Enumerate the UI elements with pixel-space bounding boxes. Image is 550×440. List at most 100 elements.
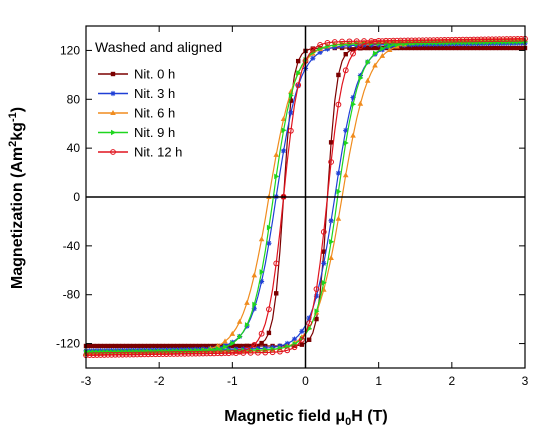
data-point <box>146 348 152 355</box>
data-point <box>314 316 319 322</box>
data-point <box>94 349 100 355</box>
data-point <box>420 45 425 51</box>
data-point <box>357 100 364 106</box>
data-point <box>280 148 287 154</box>
y-tick-label: -120 <box>56 337 80 351</box>
data-point <box>193 343 198 349</box>
data-point <box>511 45 517 51</box>
data-point <box>98 343 103 349</box>
data-point <box>481 36 488 43</box>
data-point <box>497 45 502 51</box>
data-point <box>489 45 495 51</box>
data-point <box>468 39 474 46</box>
data-point <box>91 349 97 355</box>
data-point <box>230 340 236 347</box>
data-point <box>336 72 341 78</box>
data-point <box>430 37 437 43</box>
data-point <box>236 348 243 355</box>
data-point <box>497 39 503 45</box>
data-point <box>342 67 349 74</box>
data-point <box>178 343 184 349</box>
data-point <box>464 39 470 46</box>
data-point <box>200 350 206 357</box>
data-point <box>135 343 140 349</box>
data-point <box>390 37 397 44</box>
data-point <box>280 116 287 122</box>
data-point <box>515 45 520 51</box>
data-point <box>251 272 258 278</box>
data-point <box>123 351 130 358</box>
data-point <box>441 37 448 43</box>
data-point <box>196 350 203 357</box>
data-point <box>203 350 210 357</box>
data-point <box>419 37 426 44</box>
data-point <box>186 343 191 349</box>
data-point <box>230 343 235 349</box>
data-point <box>97 352 104 358</box>
data-point <box>309 46 316 53</box>
data-point <box>233 350 239 356</box>
data-point <box>295 82 302 89</box>
data-point <box>127 343 133 349</box>
x-tick-label: -1 <box>227 374 238 388</box>
data-point <box>113 343 118 349</box>
data-point <box>306 337 312 342</box>
data-point <box>331 39 338 45</box>
data-point <box>119 351 126 358</box>
data-point <box>141 351 148 358</box>
data-point <box>386 37 393 44</box>
data-point <box>412 37 419 44</box>
data-point <box>463 36 470 43</box>
data-point <box>90 352 97 358</box>
data-point <box>336 188 342 195</box>
data-point <box>490 39 496 46</box>
data-point <box>335 101 342 108</box>
data-point <box>354 45 359 51</box>
legend-label: Nit. 6 h <box>134 106 175 121</box>
data-point <box>375 37 382 44</box>
data-point <box>402 45 407 51</box>
data-point <box>365 45 370 51</box>
data-point <box>335 215 342 221</box>
data-point <box>137 351 144 358</box>
data-point <box>237 343 242 349</box>
data-point <box>321 249 326 254</box>
data-point <box>295 58 301 64</box>
data-point <box>189 350 195 357</box>
data-point <box>321 260 327 267</box>
data-point <box>379 38 386 45</box>
data-point <box>266 224 272 231</box>
data-point <box>475 45 480 51</box>
data-point <box>135 348 141 355</box>
data-point <box>328 159 335 165</box>
data-point <box>298 336 305 343</box>
data-point <box>416 45 422 51</box>
data-point <box>372 62 378 68</box>
data-point <box>211 343 217 349</box>
data-point <box>244 346 250 353</box>
legend-marker <box>110 90 116 97</box>
x-tick-label: -2 <box>154 374 165 388</box>
data-point <box>437 37 444 43</box>
data-point <box>364 77 371 83</box>
data-point <box>339 43 345 49</box>
data-point <box>460 39 466 46</box>
data-point <box>138 343 144 349</box>
data-point <box>357 43 364 50</box>
data-point <box>113 348 119 355</box>
data-point <box>424 40 430 46</box>
legend-marker <box>110 71 116 77</box>
data-point <box>192 350 199 357</box>
data-point <box>317 42 324 48</box>
legend-marker <box>110 110 116 115</box>
data-point <box>120 343 125 349</box>
data-point <box>138 348 144 355</box>
data-point <box>508 45 513 51</box>
data-point <box>124 343 129 349</box>
data-point <box>306 320 313 327</box>
data-point <box>408 37 415 44</box>
data-point <box>284 347 291 354</box>
data-point <box>105 351 111 358</box>
data-point <box>156 343 162 349</box>
data-point <box>292 343 297 348</box>
